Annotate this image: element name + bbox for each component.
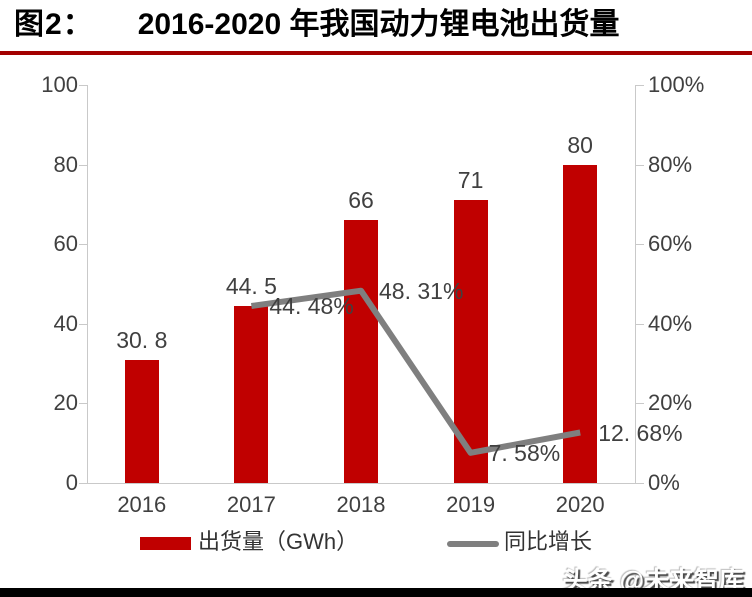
right-axis-tick-label: 60% (648, 231, 693, 257)
right-axis-tick (636, 323, 644, 325)
left-axis-tick-label: 100 (41, 72, 78, 97)
left-axis-tick (79, 244, 87, 246)
bottom-strip (0, 588, 752, 597)
title-rule (0, 51, 752, 55)
x-axis-line (79, 483, 643, 484)
figure-title-text: 2016-2020 年我国动力锂电池出货量 (137, 8, 620, 41)
bar-2020 (563, 164, 598, 483)
right-axis-tick-label: 20% (648, 390, 693, 416)
right-axis-tick (636, 244, 644, 246)
left-axis-tick-label: 60 (53, 231, 78, 257)
bar-2017 (234, 305, 269, 483)
line-value-label: 44. 48% (269, 292, 354, 319)
legend-bar-swatch (140, 537, 191, 550)
right-axis-tick-label: 40% (648, 310, 693, 336)
figure-title: 图2： 2016-2020 年我国动力锂电池出货量 (14, 4, 620, 46)
right-axis-tick-label: 100% (648, 72, 705, 97)
right-axis-tick (636, 403, 644, 405)
bar-2016 (124, 360, 159, 483)
bar-2019 (453, 200, 488, 483)
right-axis-tick (636, 483, 644, 484)
x-axis-category-label: 2020 (555, 492, 605, 517)
x-axis-category-label: 2018 (336, 492, 386, 517)
left-axis-tick (79, 403, 87, 405)
bar-value-label: 66 (348, 187, 374, 214)
line-value-label: 7. 58% (488, 439, 561, 466)
bar-value-label: 80 (567, 131, 593, 158)
right-axis-line (635, 85, 636, 483)
left-axis-tick-label: 40 (53, 310, 78, 336)
right-axis-tick-label: 80% (648, 151, 693, 177)
bar-2018 (344, 220, 378, 483)
left-axis-tick-label: 20 (53, 390, 78, 416)
right-axis-tick (636, 85, 644, 86)
right-axis-tick-label: 0% (648, 470, 680, 495)
figure-number: 图2： (14, 8, 94, 41)
x-axis-category-label: 2019 (446, 492, 496, 517)
x-axis-category-label: 2017 (226, 492, 276, 517)
legend-bar-label: 出货量（GWh） (198, 529, 359, 554)
left-axis-tick (79, 323, 87, 325)
line-value-label: 12. 68% (598, 419, 683, 446)
left-axis-tick (79, 85, 87, 86)
bar-value-label: 71 (457, 167, 484, 194)
bar-value-label: 30. 8 (116, 327, 168, 354)
legend-line-swatch (447, 541, 499, 547)
left-axis-tick (79, 164, 87, 166)
left-axis-tick-label: 0 (65, 470, 78, 495)
left-axis-tick-label: 80 (53, 151, 78, 177)
left-axis-line (87, 85, 88, 483)
x-axis-category-label: 2016 (117, 492, 167, 517)
left-axis-tick (79, 483, 87, 484)
line-value-label: 48. 31% (379, 277, 464, 304)
right-axis-tick (636, 164, 644, 166)
legend-line-label: 同比增长 (504, 529, 593, 554)
